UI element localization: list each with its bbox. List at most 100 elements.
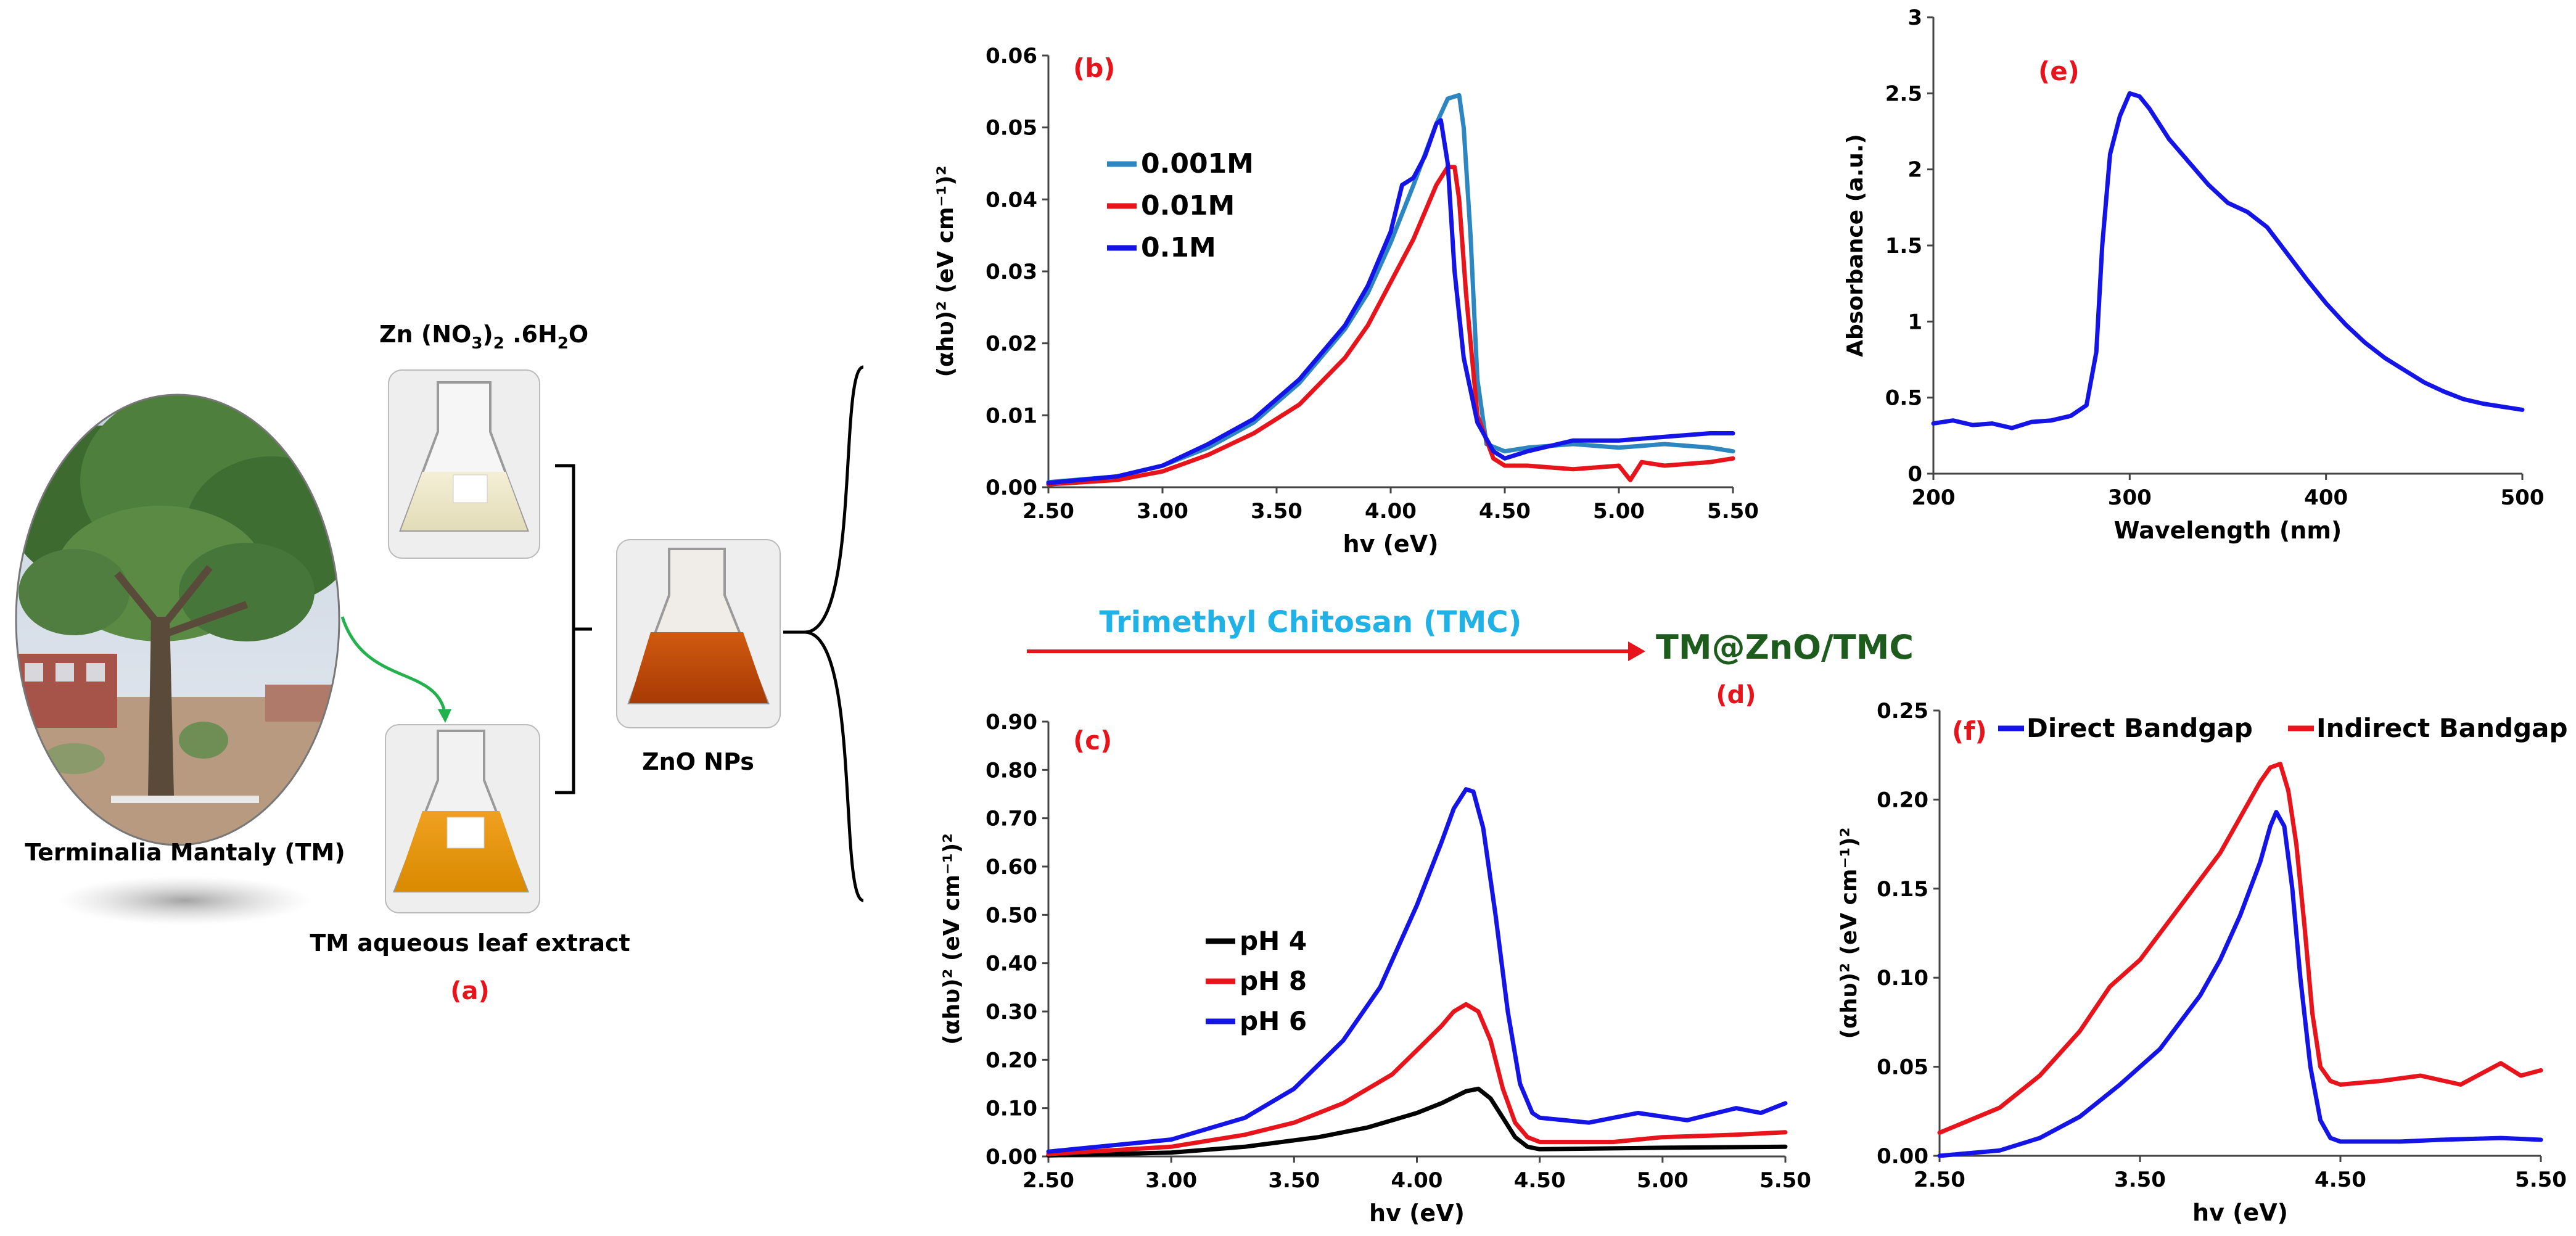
y-tick-label: 2.5 [1885, 81, 1922, 106]
x-tick-label: 4.50 [1479, 499, 1531, 524]
y-tick-label: 0.80 [986, 758, 1037, 783]
charts-layer: 2.50 3.00 3.50 4.00 4.50 5.00 5.500.000.010.02… [933, 6, 2568, 1227]
y-tick-label: 0.03 [986, 260, 1037, 284]
x-tick-label: 3.00 [1137, 499, 1188, 524]
y-tick-label: 1.5 [1885, 234, 1922, 258]
legend-entry: pH 4 [1240, 926, 1307, 956]
series-line-indirect-bandgap [1937, 762, 2543, 1135]
x-tick-label: 2.50 [1023, 499, 1074, 524]
product-label: TM@ZnO/TMC [1656, 628, 1914, 667]
chart-f: 2.50 3.50 4.50 5.50 0.00 0.05 0.10 0.15 0.20 0.25… [1837, 699, 2568, 1226]
zinc-salt-label: Zn (NO3)2 .6H2O [379, 321, 588, 353]
extract-caption: TM aqueous leaf extract [310, 929, 630, 957]
y-tick-label: 0.40 [986, 952, 1037, 976]
legend-entry: Indirect Bandgap [2316, 713, 2568, 743]
legend-entry: pH 8 [1240, 966, 1307, 996]
y-tick-label: 0.5 [1885, 386, 1922, 411]
x-axis-title: hv (eV) [1343, 530, 1439, 558]
y-tick-label: 0.05 [1877, 1055, 1928, 1080]
legend-entry: 0.001M [1141, 148, 1254, 179]
y-tick-label: 0.10 [986, 1097, 1037, 1121]
series-line-absorbance [1931, 91, 2525, 431]
panel-label: (e) [2038, 56, 2080, 86]
legend-entry: Direct Bandgap [2027, 713, 2253, 743]
series-line-ph-6 [1046, 787, 1788, 1154]
panel-label: (f) [1952, 716, 1987, 746]
x-tick-label: 200 [1912, 485, 1956, 510]
y-axis-title: (αhυ)² (eV cm⁻¹)² [1837, 828, 1862, 1039]
series-line-ph-4 [1046, 1086, 1788, 1158]
y-tick-label: 0 [1907, 462, 1922, 487]
y-tick-label: 0.00 [986, 476, 1037, 500]
series-line-ph-8 [1046, 1002, 1788, 1156]
y-tick-label: 0.06 [986, 44, 1037, 68]
x-tick-label: 3.50 [1251, 499, 1302, 524]
y-tick-label: 0.05 [986, 116, 1037, 141]
tree-photo-icon [15, 393, 340, 925]
series-line-0-001m [1046, 93, 1735, 485]
y-axis-title: (αhυ)² (eV cm⁻¹)² [939, 833, 965, 1045]
panel-label: (c) [1073, 725, 1112, 756]
y-tick-label: 0.15 [1877, 877, 1928, 902]
scheme-panel-a: Terminalia Mantaly (TM) Zn (NO3)2 .6H2O … [15, 321, 864, 1005]
tmc-reaction-arrow: Trimethyl Chitosan (TMC) TM@ZnO/TMC (d) [1027, 605, 1914, 709]
x-tick-label: 500 [2501, 485, 2545, 510]
y-tick-label: 0.02 [986, 332, 1037, 356]
y-tick-label: 0.20 [1877, 788, 1928, 812]
chart-b: 2.50 3.00 3.50 4.00 4.50 5.00 5.50 0.00 0.01 0.02… [933, 44, 1759, 558]
series-line-0-1m [1046, 118, 1735, 485]
tree-caption: Terminalia Mantaly (TM) [25, 839, 345, 866]
x-tick-label: 2.50 [1023, 1168, 1074, 1193]
y-tick-label: 0.00 [986, 1145, 1037, 1169]
x-tick-label: 4.00 [1365, 499, 1417, 524]
y-tick-label: 2 [1907, 158, 1922, 183]
y-tick-label: 0.60 [986, 855, 1037, 880]
y-tick-label: 0.20 [986, 1048, 1037, 1073]
x-tick-label: 5.00 [1593, 499, 1645, 524]
x-tick-label: 5.50 [1759, 1168, 1811, 1193]
panel-label-a: (a) [450, 977, 490, 1005]
flask-icon [385, 724, 540, 913]
x-tick-label: 4.50 [1514, 1168, 1566, 1193]
x-tick-label: 300 [2108, 485, 2152, 510]
arrow-label: Trimethyl Chitosan (TMC) [1100, 605, 1522, 640]
y-tick-label: 0.70 [986, 807, 1037, 831]
y-tick-label: 0.50 [986, 903, 1037, 928]
x-tick-label: 5.00 [1637, 1168, 1689, 1193]
panel-label-d: (d) [1716, 681, 1756, 709]
panel-label: (b) [1073, 53, 1115, 83]
series-line-direct-bandgap [1937, 810, 2543, 1158]
x-tick-label: 3.50 [2114, 1168, 2166, 1192]
x-tick-label: 5.50 [1707, 499, 1759, 524]
y-axis-title: Absorbance (a.u.) [1843, 134, 1868, 357]
y-tick-label: 0.10 [1877, 966, 1928, 991]
y-tick-label: 0.25 [1877, 699, 1928, 723]
legend-entry: pH 6 [1240, 1006, 1307, 1036]
split-bracket [783, 365, 864, 902]
chart-e: 200 300 400 500 0 0.5 1 1.5 2 2.5 3 Wavelength (nm)… [1843, 6, 2544, 544]
flask-icon [388, 369, 540, 559]
x-tick-label: 3.00 [1145, 1168, 1197, 1193]
x-tick-label: 2.50 [1914, 1168, 1965, 1192]
legend-entry: 0.1M [1141, 232, 1216, 263]
x-axis-title: hv (eV) [2192, 1199, 2288, 1226]
x-axis-title: hv (eV) [1369, 1200, 1465, 1227]
x-tick-label: 4.50 [2315, 1168, 2366, 1192]
y-tick-label: 0.90 [986, 710, 1037, 735]
y-tick-label: 0.30 [986, 1000, 1037, 1024]
y-tick-label: 0.04 [986, 187, 1037, 212]
chart-c: 2.50 3.00 3.50 4.00 4.50 5.00 5.50 0.00 0.10 0.20… [939, 710, 1811, 1227]
x-tick-label: 3.50 [1268, 1168, 1320, 1193]
flask-icon [616, 539, 781, 728]
series-line-0-01m [1046, 165, 1735, 487]
merge-bracket [555, 464, 592, 794]
x-tick-label: 5.50 [2515, 1168, 2567, 1192]
y-tick-label: 0.00 [1877, 1144, 1928, 1169]
y-tick-label: 1 [1907, 310, 1922, 334]
curved-arrow-icon [340, 616, 451, 723]
x-tick-label: 400 [2304, 485, 2348, 510]
y-tick-label: 3 [1907, 6, 1922, 30]
nps-caption: ZnO NPs [642, 748, 754, 775]
arrow-right-icon [1628, 641, 1645, 661]
